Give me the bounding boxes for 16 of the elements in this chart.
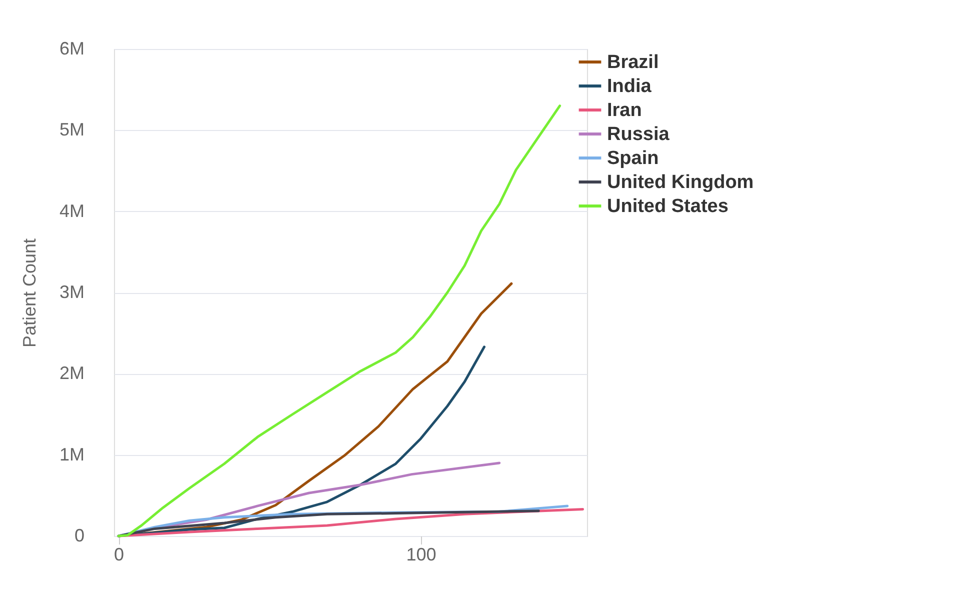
legend-label: Iran [607,100,642,121]
legend-label: Russia [607,124,670,145]
x-tick-label: 100 [406,544,436,564]
y-tick-label: 2M [59,363,84,384]
y-axis-title: Patient Count [19,238,40,348]
y-tick-label: 5M [59,120,84,140]
y-tick-label: 4M [59,200,84,221]
y-tick-label: 3M [59,282,84,302]
legend-label: India [607,76,652,97]
y-tick-label: 0 [74,526,84,546]
legend-label: Brazil [607,52,659,73]
legend-label: Spain [607,148,659,169]
y-tick-label: 6M [59,38,84,58]
y-tick-label: 1M [59,444,84,464]
legend-label: United Kingdom [607,172,754,193]
legend-label: United States [607,196,728,217]
